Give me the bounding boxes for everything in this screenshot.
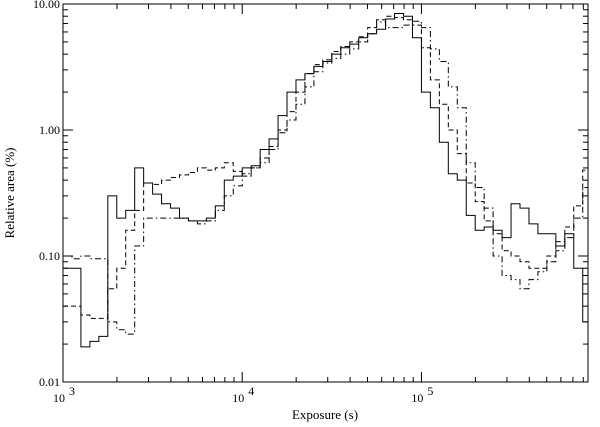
y-tick-label: 1.00 bbox=[39, 123, 60, 137]
x-tick-label-exponent: 3 bbox=[69, 384, 75, 398]
x-tick-label: 10 bbox=[411, 391, 423, 405]
y-tick-label: 0.01 bbox=[39, 375, 60, 389]
tick-label-layer: 0.01 0.10 1.00 10.00 10 3 10 4 10 5 bbox=[33, 0, 433, 405]
series-layer bbox=[63, 13, 589, 382]
series-dashdot-line bbox=[63, 20, 589, 345]
y-tick-label: 0.10 bbox=[39, 249, 60, 263]
x-axis-label: Exposure (s) bbox=[292, 407, 358, 422]
x-tick-label: 10 bbox=[232, 391, 244, 405]
plot-frame bbox=[62, 3, 589, 383]
y-axis-label: Relative area (%) bbox=[2, 148, 17, 239]
x-tick-label-exponent: 5 bbox=[427, 384, 433, 398]
series-solid-line bbox=[63, 13, 589, 382]
x-tick-label-exponent: 4 bbox=[248, 384, 254, 398]
x-tick-label: 10 bbox=[53, 391, 65, 405]
y-tick-label: 10.00 bbox=[33, 0, 60, 11]
series-dashed-line bbox=[63, 15, 589, 332]
tick-layer bbox=[62, 3, 588, 383]
